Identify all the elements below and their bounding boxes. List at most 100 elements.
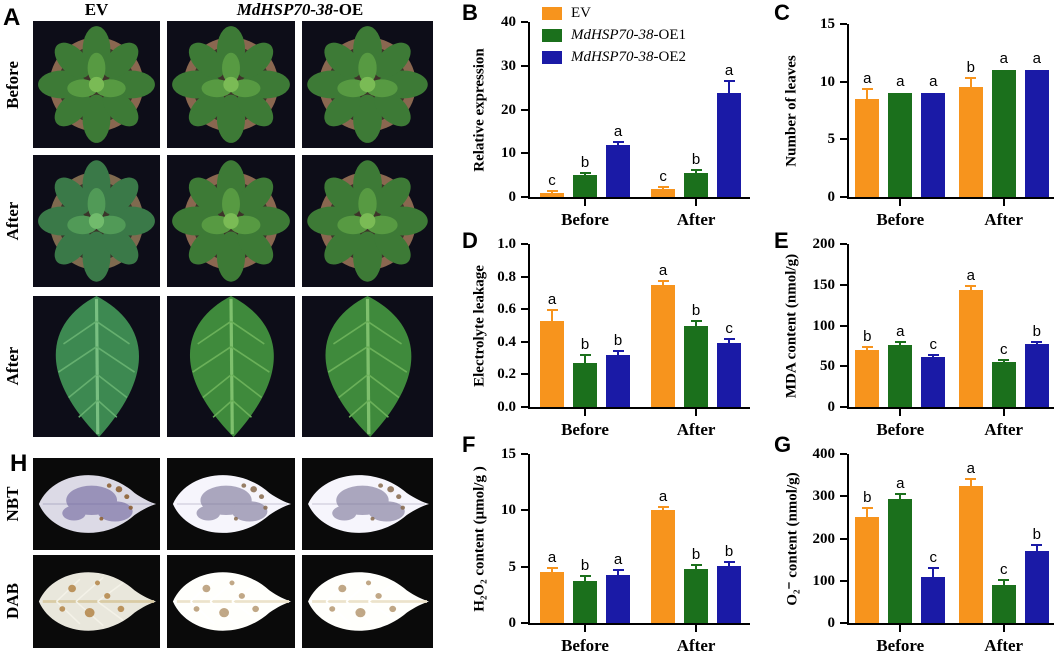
bar-before-oe2 [606,574,630,623]
y-tick [521,108,528,111]
bar-before-oe2 [606,145,630,197]
y-tick-label: 0.2 [497,366,516,383]
significance-letter: b [691,302,701,320]
photo-nbt-ev [33,458,160,550]
significance-letter: b [691,151,701,169]
significance-letter: a [613,123,623,141]
y-tick-label: 0.8 [497,268,516,285]
y-tick-label: 20 [501,101,516,118]
bar-after-oe2 [1024,344,1049,407]
y-tick [840,138,847,141]
y-tick-label: 0 [827,189,836,205]
bar-after-oe1 [684,172,709,197]
error-bar-cap [612,141,624,144]
significance-letter: b [613,331,623,349]
error-bar-cap [690,563,702,566]
legend-entry-oe2: MdHSP70-38-OE2 [542,46,686,68]
error-bar [662,507,665,511]
significance-letter: a [896,474,905,492]
y-tick [521,308,528,311]
significance-letter: a [999,50,1008,68]
chart-relative-expression: B 0 10 20 30 40 Before c b a After c b a Relative expr… [458,0,762,229]
panel-a-row-label-after-1: After [3,201,22,241]
y-tick-label: 5 [508,558,517,575]
error-bar [866,508,869,518]
bar-before-ev [540,572,564,623]
photo-nbt-oe1 [167,458,295,550]
y-tick [521,340,528,343]
significance-letter: b [580,336,590,354]
significance-letter: b [863,488,872,506]
bar-before-ev [855,98,880,197]
photo-leaf-closeup-oe1 [167,296,295,437]
error-bar [866,89,869,99]
error-bar-cap [965,478,977,481]
photo-dab-oe1 [167,555,295,648]
bar-before-oe2 [921,357,946,407]
x-category-label: After [676,420,716,439]
y-tick-label: 0.4 [497,333,516,350]
panel-g-label: G [774,432,792,457]
x-category-label: After [984,636,1024,655]
significance-letter: c [929,335,938,353]
y-tick-label: 5 [827,131,836,148]
x-tick [584,199,586,206]
y-tick [840,243,847,245]
error-bar-cap [861,346,873,349]
panel-a-col-header-oe: MdHSP70-38-OE [167,0,433,20]
plot-area-b: 0 10 20 30 40 Before c b a After c b a [501,14,750,229]
error-bar [617,351,619,355]
y-tick [840,579,847,582]
error-bar-cap [927,566,939,569]
panel-h-label: H [10,450,28,477]
x-category-label: After [676,210,716,229]
bar-before-ev [540,320,564,407]
y-tick [521,509,528,512]
significance-letter: b [1032,526,1041,544]
error-bar-cap [579,171,591,174]
y-tick-label: 1.0 [497,236,516,252]
bar-before-oe1 [573,363,597,407]
y-tick [840,453,847,455]
y-tick [521,406,528,408]
bar-after-ev [651,510,676,623]
panel-a-row-label-before: Before [3,61,22,109]
photo-after-oe2 [302,155,433,287]
y-tick-label: 15 [820,16,835,32]
y-axis-label-b: Relative expression [471,47,488,172]
photo-after-oe1 [167,155,295,287]
bar-after-oe2 [717,92,742,197]
y-tick-label: 0 [508,615,517,631]
y-axis-label-e: MDA content (nmol/g) [783,253,800,398]
x-tick [1002,409,1005,416]
error-bar-cap [546,566,558,569]
error-bar [551,310,553,321]
y-tick-label: 10 [501,145,516,162]
error-bar-cap [612,569,624,572]
y-tick [840,283,847,286]
error-bar-cap [723,560,735,563]
y-tick-label: 100 [812,317,836,334]
y-tick-label: 300 [812,488,836,505]
error-bar-cap [894,492,906,495]
gene-name-italic: MdHSP70-38 [236,0,334,19]
x-tick [899,409,902,416]
error-bar-cap [1031,340,1043,343]
y-tick-label: 0 [827,615,836,631]
bar-after-oe2 [1024,551,1049,623]
bar-after-ev [958,290,983,407]
photo-dab-ev [33,555,160,648]
bar-before-ev [855,349,880,407]
bar-before-ev [855,517,880,623]
significance-letter: a [896,73,905,91]
y-tick-label: 200 [812,530,836,547]
error-bar-cap [723,338,735,341]
y-tick [840,406,847,408]
bar-after-oe1 [991,584,1016,623]
chart-h2o2-content: F 0 5 10 15 Before a b a After a b b H₂O₂ content (μm… [458,432,762,655]
error-bar [969,79,972,88]
y-tick [521,152,528,155]
error-bar-cap [546,308,558,311]
bar-after-oe2 [1024,70,1049,197]
error-bar-cap [612,349,624,352]
